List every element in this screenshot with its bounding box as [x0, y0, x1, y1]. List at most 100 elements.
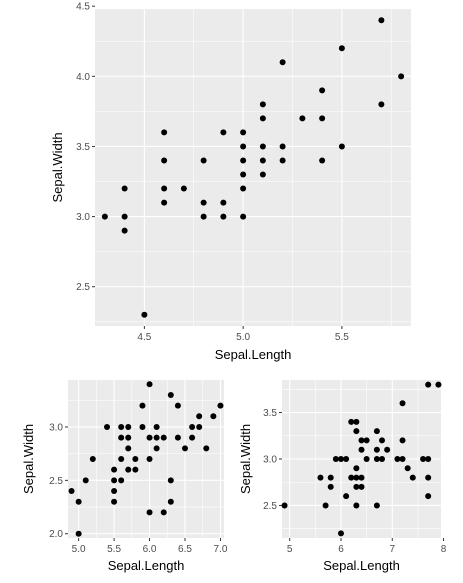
data-point — [279, 59, 286, 66]
data-point — [259, 115, 266, 122]
data-point — [319, 87, 326, 94]
data-point — [337, 530, 344, 537]
data-point — [125, 423, 132, 430]
data-point — [240, 143, 247, 150]
data-point — [132, 456, 139, 462]
data-point — [425, 474, 432, 481]
data-point — [146, 381, 153, 388]
data-point — [161, 199, 168, 206]
data-point — [379, 437, 386, 444]
data-point — [167, 391, 174, 398]
data-point — [337, 456, 344, 462]
y-axis-title: Sepal.Width — [50, 132, 65, 202]
x-axis-title: Sepal.Length — [108, 558, 185, 573]
data-point — [240, 171, 247, 178]
data-point — [101, 213, 108, 220]
data-point — [348, 418, 355, 425]
x-tick-label: 5.5 — [335, 332, 349, 343]
x-tick-label: 6.5 — [178, 544, 192, 555]
plot-panel-background — [95, 9, 411, 326]
x-tick-label: 6 — [338, 544, 344, 555]
data-point — [353, 483, 360, 490]
data-point — [111, 466, 118, 473]
data-point — [373, 502, 380, 509]
y-tick-label: 3.0 — [76, 212, 90, 223]
data-point — [398, 73, 405, 80]
data-point — [317, 474, 324, 481]
data-point — [353, 474, 360, 481]
data-point — [322, 502, 329, 509]
data-point — [196, 423, 203, 430]
data-point — [338, 45, 345, 52]
data-point — [358, 446, 365, 453]
data-point — [153, 423, 160, 430]
x-tick-label: 5.0 — [72, 544, 86, 555]
data-point — [240, 157, 247, 164]
data-point — [200, 199, 207, 206]
x-axis-title: Sepal.Length — [215, 347, 292, 362]
data-point — [299, 115, 306, 122]
x-tick-label: 4.5 — [137, 332, 151, 343]
data-point — [125, 434, 132, 441]
data-point — [160, 434, 167, 441]
x-tick-label: 8 — [441, 544, 447, 555]
data-point — [121, 213, 128, 220]
data-point — [146, 434, 153, 441]
data-point — [68, 488, 75, 495]
data-point — [420, 456, 427, 462]
data-point — [373, 446, 380, 453]
data-point — [358, 474, 365, 481]
y-tick-label: 3.5 — [263, 408, 277, 419]
data-point — [338, 143, 345, 150]
y-tick-label: 2.5 — [263, 501, 277, 512]
x-tick-label: 5.5 — [107, 544, 121, 555]
data-point — [217, 402, 224, 409]
data-point — [167, 477, 174, 484]
x-tick-label: 5.0 — [236, 332, 250, 343]
data-point — [167, 498, 174, 505]
data-point — [353, 502, 360, 509]
data-point — [259, 101, 266, 108]
data-point — [399, 400, 406, 407]
data-point — [363, 437, 370, 444]
data-point — [203, 445, 210, 452]
x-tick-label: 5 — [287, 544, 293, 555]
data-point — [332, 456, 339, 462]
data-point — [319, 115, 326, 122]
data-point — [319, 157, 326, 164]
x-tick-label: 7.0 — [214, 544, 228, 555]
data-point — [111, 477, 118, 484]
y-tick-label: 4.0 — [76, 72, 90, 83]
data-point — [146, 509, 153, 516]
y-axis-title: Sepal.Width — [238, 424, 253, 494]
scatter-panel-main: 4.5 5.0 5.5 2.5 3.0 3.5 4.0 4.5 Sepal.Length Sepa… — [50, 2, 411, 362]
data-point — [89, 456, 96, 462]
data-point — [379, 456, 386, 462]
data-point — [358, 437, 365, 444]
scatter-panel-right: 5 6 7 8 2.5 3.0 3.5 Sepal.Length Sepal.Width — [238, 380, 447, 573]
data-point — [281, 502, 288, 509]
data-point — [153, 445, 160, 452]
data-point — [343, 493, 350, 500]
data-point — [384, 446, 391, 453]
data-point — [353, 428, 360, 435]
y-tick-label: 4.5 — [76, 2, 90, 13]
x-axis-title: Sepal.Length — [323, 558, 400, 573]
data-point — [259, 171, 266, 178]
data-point — [240, 213, 247, 220]
data-point — [174, 402, 181, 409]
data-point — [210, 413, 217, 420]
data-point — [161, 185, 168, 192]
data-point — [394, 456, 401, 462]
data-point — [343, 456, 350, 462]
data-point — [111, 498, 118, 505]
data-point — [404, 465, 411, 472]
y-tick-label: 2.5 — [49, 476, 63, 487]
data-point — [118, 477, 125, 484]
y-tick-label: 3.0 — [49, 422, 63, 433]
data-point — [139, 423, 146, 430]
data-point — [327, 483, 334, 490]
data-point — [259, 143, 266, 150]
data-point — [399, 456, 406, 462]
data-point — [378, 101, 385, 108]
